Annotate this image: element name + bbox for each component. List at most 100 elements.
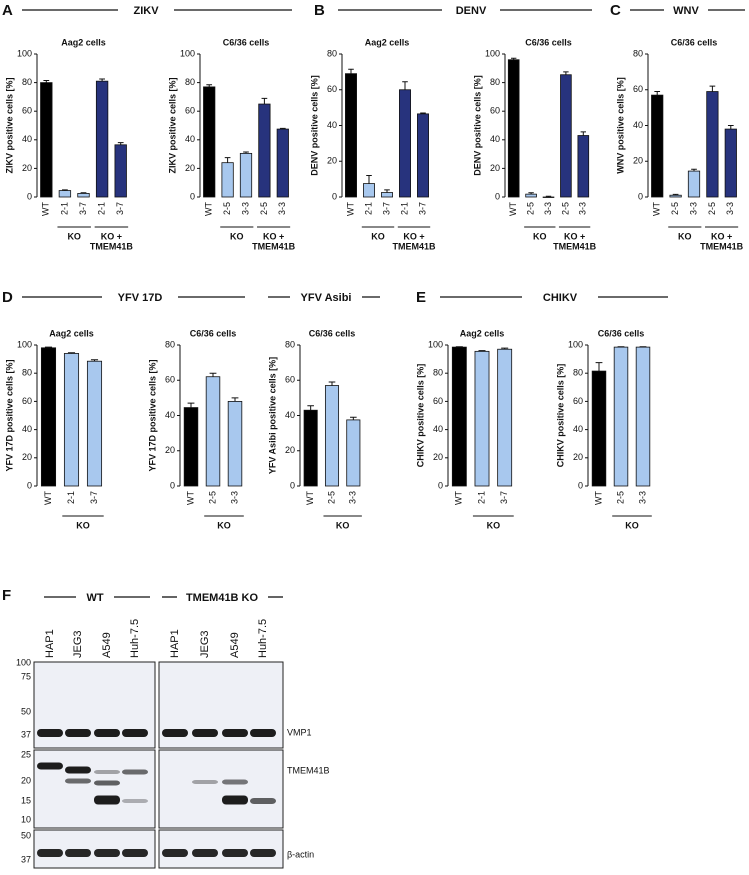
chart-title: Aag2 cells bbox=[365, 37, 410, 47]
x-tick-label: 3-7 bbox=[89, 491, 99, 504]
protein-label: TMEM41B bbox=[287, 765, 330, 775]
y-tick-label: 60 bbox=[285, 375, 295, 385]
y-tick-label: 60 bbox=[573, 396, 583, 406]
error-bar bbox=[402, 82, 408, 90]
x-tick-label: 2-5 bbox=[670, 202, 680, 215]
y-axis-label: DENV positive cells [%] bbox=[309, 75, 319, 176]
y-tick-label: 0 bbox=[170, 480, 175, 490]
bar bbox=[543, 197, 554, 198]
y-tick-label: 20 bbox=[165, 445, 175, 455]
x-tick-label: 3-7 bbox=[78, 202, 88, 215]
group-label: KO bbox=[230, 231, 244, 241]
x-tick-label: 2-5 bbox=[615, 491, 625, 504]
blot-box bbox=[159, 750, 283, 828]
bar bbox=[115, 145, 127, 197]
group-label: KO bbox=[371, 231, 385, 241]
x-tick-label: WT bbox=[508, 202, 518, 216]
y-tick-label: 40 bbox=[573, 424, 583, 434]
bar bbox=[670, 195, 681, 197]
blot-band bbox=[65, 779, 91, 784]
group-label: KO bbox=[76, 520, 90, 530]
group-label: KO + bbox=[101, 231, 122, 241]
panel-letter: E bbox=[416, 289, 426, 306]
x-tick-label: 2-5 bbox=[525, 202, 535, 215]
panel-letter: A bbox=[2, 2, 13, 19]
error-bar bbox=[329, 382, 336, 386]
marker-label: 50 bbox=[21, 830, 31, 840]
bar bbox=[636, 347, 650, 486]
lane-label: Huh-7.5 bbox=[129, 619, 141, 658]
blot-band bbox=[122, 729, 148, 737]
blot-band bbox=[37, 763, 63, 770]
bar bbox=[345, 74, 356, 197]
group-label: KO bbox=[67, 231, 81, 241]
y-tick-label: 40 bbox=[633, 120, 643, 130]
error-bar bbox=[232, 398, 239, 402]
y-tick-label: 100 bbox=[485, 48, 500, 58]
bar bbox=[561, 75, 572, 197]
bar bbox=[707, 92, 718, 197]
y-tick-label: 0 bbox=[578, 480, 583, 490]
group-label: TMEM41B bbox=[252, 241, 296, 251]
panel-virus: CHIKV bbox=[543, 292, 578, 304]
y-tick-label: 40 bbox=[433, 424, 443, 434]
y-tick-label: 100 bbox=[180, 48, 195, 58]
group-label: KO + bbox=[564, 231, 585, 241]
bar bbox=[325, 386, 338, 486]
y-tick-label: 20 bbox=[573, 452, 583, 462]
x-tick-label: 2-1 bbox=[476, 491, 486, 504]
y-tick-label: 100 bbox=[568, 339, 583, 349]
bar bbox=[651, 95, 662, 197]
blot-band bbox=[222, 849, 248, 857]
bar bbox=[240, 153, 251, 197]
lane-label: A549 bbox=[101, 632, 113, 658]
blot-band bbox=[222, 780, 248, 785]
blot-band bbox=[65, 729, 91, 737]
group-label: TMEM41B bbox=[553, 241, 597, 251]
x-tick-label: 2-1 bbox=[399, 202, 409, 215]
y-tick-label: 0 bbox=[27, 480, 32, 490]
x-tick-label: WT bbox=[204, 202, 214, 216]
y-tick-label: 40 bbox=[22, 134, 32, 144]
bar bbox=[228, 401, 242, 486]
marker-label: 10 bbox=[21, 814, 31, 824]
x-tick-label: 2-1 bbox=[363, 202, 373, 215]
panel-virus: YFV Asibi bbox=[301, 292, 352, 304]
y-tick-label: 0 bbox=[495, 191, 500, 201]
chart-title: C6/36 cells bbox=[190, 328, 237, 338]
blot-box bbox=[34, 750, 155, 828]
lane-label: JEG3 bbox=[199, 630, 211, 658]
y-tick-label: 80 bbox=[22, 77, 32, 87]
marker-label: 25 bbox=[21, 749, 31, 759]
bar bbox=[96, 81, 108, 197]
panel-letter: B bbox=[314, 2, 325, 19]
bar bbox=[452, 347, 466, 486]
y-tick-label: 20 bbox=[433, 452, 443, 462]
y-tick-label: 60 bbox=[165, 375, 175, 385]
error-bar bbox=[710, 86, 716, 91]
blot-band bbox=[250, 798, 276, 804]
x-tick-label: WT bbox=[652, 202, 662, 216]
y-tick-label: 80 bbox=[22, 368, 32, 378]
y-tick-label: 20 bbox=[185, 163, 195, 173]
blot-band bbox=[162, 849, 188, 857]
group-label: KO bbox=[487, 520, 501, 530]
group-label: KO + bbox=[403, 231, 424, 241]
bar bbox=[381, 193, 392, 197]
y-axis-label: DENV positive cells [%] bbox=[472, 75, 482, 176]
error-bar bbox=[581, 132, 586, 136]
blot-band bbox=[94, 849, 120, 857]
blot-band bbox=[250, 729, 276, 737]
blot-band bbox=[192, 849, 218, 857]
x-tick-label: 2-1 bbox=[96, 202, 106, 215]
y-tick-label: 60 bbox=[22, 106, 32, 116]
x-tick-label: 3-3 bbox=[277, 202, 287, 215]
y-tick-label: 80 bbox=[433, 368, 443, 378]
bar bbox=[508, 60, 519, 197]
error-bar bbox=[728, 126, 734, 130]
x-tick-label: 3-7 bbox=[115, 202, 125, 215]
lane-label: Huh-7.5 bbox=[257, 619, 269, 658]
bar bbox=[688, 171, 699, 197]
bar bbox=[41, 83, 53, 197]
